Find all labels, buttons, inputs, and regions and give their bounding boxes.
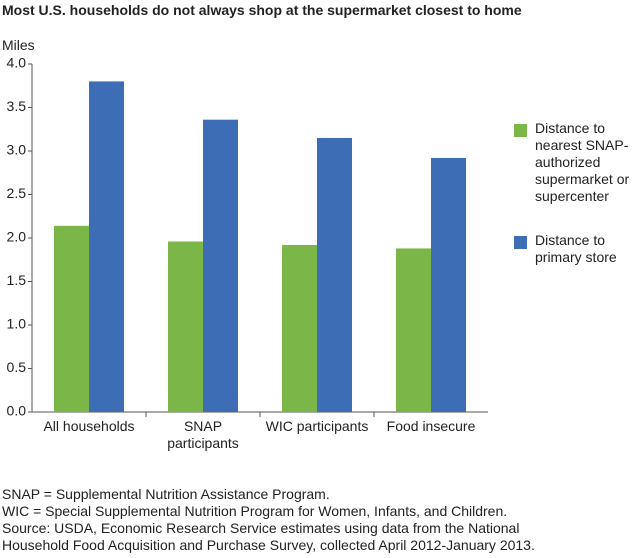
footnote: SNAP = Supplemental Nutrition Assistance…: [2, 486, 330, 502]
chart-title: Most U.S. households do not always shop …: [2, 2, 522, 18]
bar: [168, 241, 203, 412]
y-tick-label: 0.5: [7, 359, 27, 375]
footnote: WIC = Special Supplemental Nutrition Pro…: [2, 503, 508, 519]
legend-swatch: [514, 124, 527, 137]
legend-label: Distance to nearest SNAP-authorized supe…: [535, 120, 630, 204]
footnote: Source: USDA, Economic Research Service …: [2, 520, 520, 536]
y-axis-label: Miles: [2, 37, 35, 53]
legend-label: Distance to primary store: [535, 232, 617, 265]
bar: [282, 244, 317, 412]
y-tick-label: 4.0: [7, 55, 27, 71]
y-tick-label: 3.0: [7, 142, 27, 158]
y-tick-label: 1.0: [7, 316, 27, 332]
x-tick-label: Food insecure: [386, 418, 476, 434]
footnote: Household Food Acquisition and Purchase …: [2, 537, 535, 553]
x-tick-label: All households: [43, 418, 135, 434]
bar: [317, 137, 352, 412]
y-tick-label: 1.5: [7, 272, 27, 288]
x-tick-label: SNAP participants: [167, 418, 239, 451]
y-tick-label: 2.5: [7, 185, 27, 201]
bar: [431, 157, 466, 412]
bar: [89, 81, 124, 413]
bar: [203, 119, 238, 413]
bar: [396, 248, 431, 412]
y-tick-label: 3.5: [7, 98, 27, 114]
bar: [54, 225, 89, 412]
y-tick-label: 0.0: [7, 403, 27, 419]
y-tick-label: 2.0: [7, 229, 27, 245]
legend-swatch: [514, 236, 527, 249]
x-tick-label: WIC participants: [265, 418, 369, 434]
